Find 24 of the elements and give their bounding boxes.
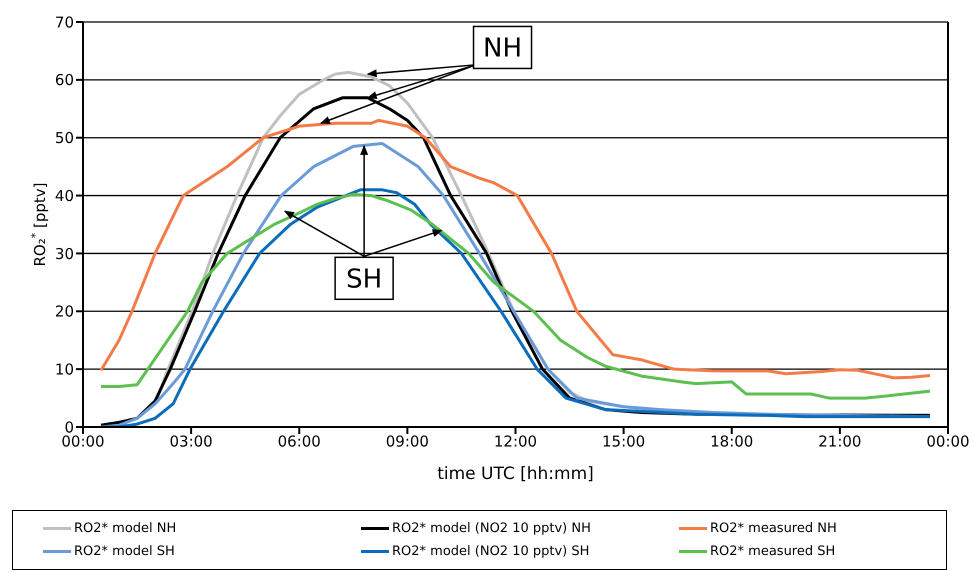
y-tick-label: 30 (54, 244, 74, 263)
x-axis-title: time UTC [hh:mm] (437, 464, 594, 484)
legend-label: RO2* model NH (74, 521, 176, 536)
legend-label: RO2* measured NH (710, 521, 837, 536)
y-tick-label: 20 (54, 302, 74, 321)
y-tick-label: 10 (54, 360, 74, 378)
annotation: NH (483, 33, 522, 64)
x-tick-label: 18:00 (710, 432, 754, 451)
y-tick-label: 70 (54, 13, 74, 32)
legend-label: RO2* model (NO2 10 pptv) SH (392, 544, 590, 559)
y-tick-label: 60 (54, 71, 74, 90)
legend-label: RO2* model (NO2 10 pptv) NH (392, 521, 591, 536)
legend-label: RO2* measured SH (710, 544, 836, 559)
legend-label: RO2* model SH (74, 544, 175, 559)
x-tick-label: 00:00 (926, 432, 970, 451)
x-tick-label: 15:00 (602, 432, 646, 451)
y-tick-label: 50 (54, 129, 74, 148)
x-tick-label: 21:00 (818, 432, 862, 451)
x-tick-label: 12:00 (494, 432, 538, 451)
x-tick-label: 06:00 (278, 432, 321, 451)
x-tick-label: 03:00 (170, 432, 213, 451)
x-tick-label: 09:00 (386, 432, 429, 451)
annotation: SH (346, 264, 382, 294)
y-tick-label: 40 (54, 186, 74, 205)
